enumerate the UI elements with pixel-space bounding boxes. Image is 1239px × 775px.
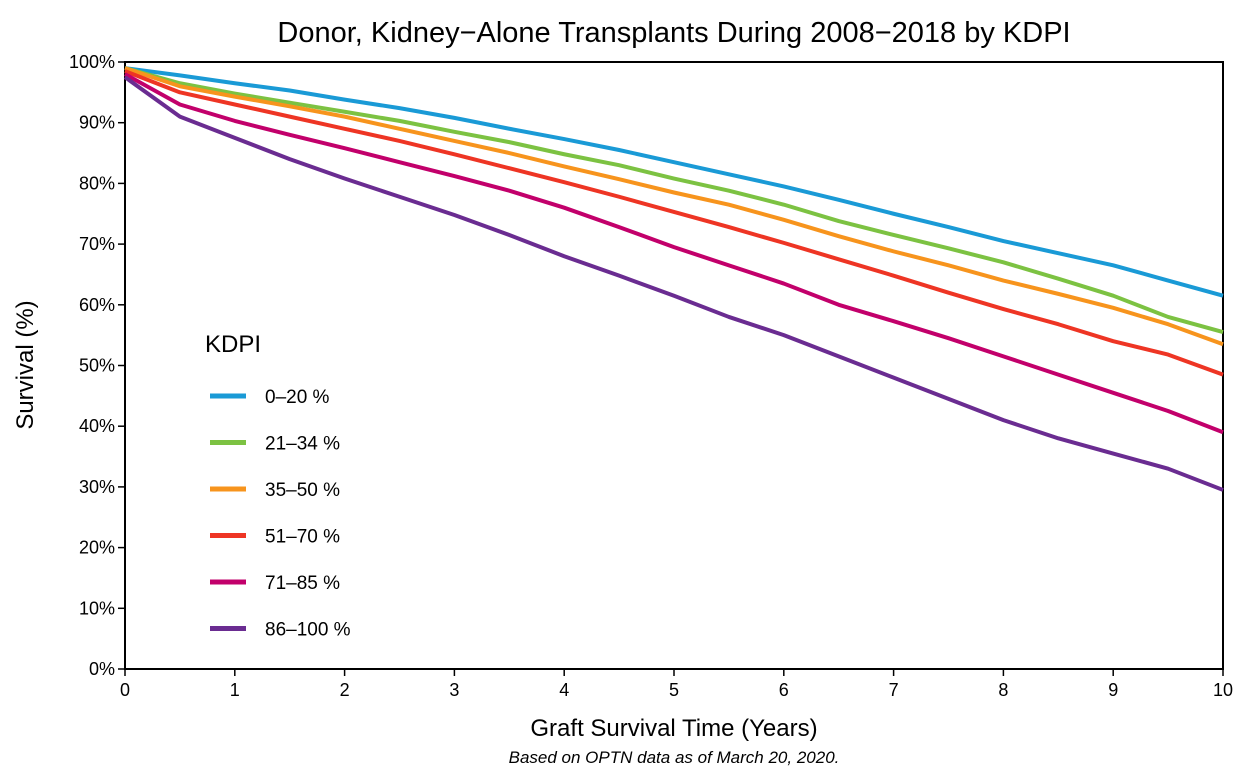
x-tick-label: 5: [669, 680, 679, 700]
x-tick-label: 10: [1213, 680, 1233, 700]
legend-label: 35–50 %: [265, 480, 340, 501]
y-tick-label: 50%: [79, 356, 115, 376]
legend-label: 0–20 %: [265, 387, 330, 408]
series-line: [124, 66, 1224, 347]
series-line: [124, 66, 1224, 335]
legend-title: KDPI: [205, 331, 261, 358]
legend-label: 51–70 %: [265, 527, 340, 548]
x-tick-label: 3: [449, 680, 459, 700]
y-axis-label: Survival (%): [12, 300, 39, 429]
y-tick-label: 0%: [89, 659, 115, 679]
x-tick-label: 7: [889, 680, 899, 700]
y-tick-label: 90%: [79, 113, 115, 133]
y-tick-label: 80%: [79, 173, 115, 193]
legend-label: 21–34 %: [265, 434, 340, 455]
series-line: [124, 69, 1224, 377]
y-tick-label: 100%: [69, 52, 115, 72]
series-line: [123, 75, 1224, 492]
chart-title: Donor, Kidney−Alone Transplants During 2…: [277, 17, 1070, 49]
y-tick-label: 70%: [79, 234, 115, 254]
y-tick-label: 20%: [79, 538, 115, 558]
footnote: Based on OPTN data as of March 20, 2020.: [509, 748, 840, 767]
y-tick-label: 60%: [79, 295, 115, 315]
x-axis-label: Graft Survival Time (Years): [530, 715, 817, 742]
y-tick-label: 40%: [79, 416, 115, 436]
legend-label: 86–100 %: [265, 620, 351, 641]
x-tick-label: 0: [120, 680, 130, 700]
x-tick-label: 1: [230, 680, 240, 700]
x-tick-label: 2: [340, 680, 350, 700]
series-line: [124, 66, 1224, 298]
x-tick-label: 4: [559, 680, 569, 700]
legend-label: 71–85 %: [265, 573, 340, 594]
x-tick-label: 6: [779, 680, 789, 700]
y-tick-label: 10%: [79, 598, 115, 618]
y-tick-label: 30%: [79, 477, 115, 497]
x-tick-label: 9: [1108, 680, 1118, 700]
series-line: [124, 72, 1224, 435]
x-tick-label: 8: [998, 680, 1008, 700]
